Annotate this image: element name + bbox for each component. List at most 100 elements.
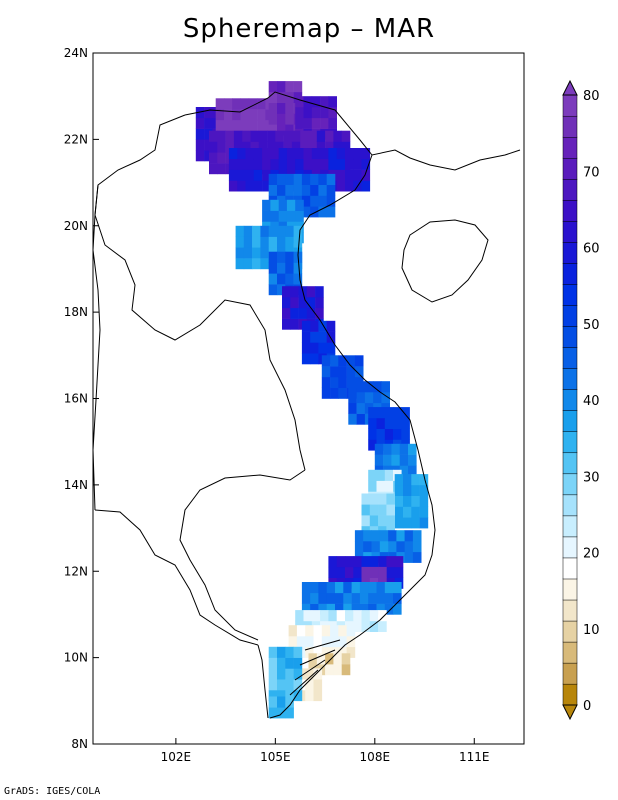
grid-cell — [195, 117, 205, 129]
grid-cell — [394, 566, 404, 578]
grid-cell — [217, 163, 226, 175]
grid-cell — [295, 610, 304, 622]
grid-cell — [353, 610, 362, 622]
grid-cell — [346, 366, 356, 378]
grid-cell — [252, 236, 261, 248]
grid-cell — [209, 152, 218, 164]
colorbar-segment — [562, 599, 578, 622]
grid-cell — [258, 130, 268, 142]
grid-cell — [348, 381, 357, 393]
grid-cell — [232, 98, 241, 110]
grid-cell — [277, 707, 286, 719]
grid-cell — [374, 443, 384, 455]
grid-cell — [310, 353, 319, 365]
grid-cell — [318, 184, 327, 196]
grid-cell — [233, 130, 243, 142]
grid-cell — [257, 119, 266, 131]
grid-cell — [393, 428, 402, 440]
grid-cell — [411, 517, 420, 529]
grid-cell — [209, 163, 218, 175]
grid-cell — [328, 96, 337, 108]
grid-cell — [277, 679, 286, 691]
grid-cell — [321, 646, 331, 658]
grid-cell — [391, 454, 400, 466]
grid-cell — [300, 130, 309, 142]
grid-cell — [404, 541, 414, 553]
grid-cell — [376, 592, 386, 604]
grid-cell — [295, 148, 304, 160]
grid-cell — [232, 119, 241, 131]
grid-cell — [215, 119, 225, 131]
grid-cell — [204, 117, 213, 129]
grid-cell — [345, 169, 354, 181]
grid-cell — [268, 184, 278, 196]
grid-cell — [393, 407, 402, 419]
grid-cell — [343, 592, 352, 604]
grid-cell — [268, 657, 278, 669]
grid-cell — [376, 407, 386, 419]
grid-cell — [262, 148, 271, 160]
grid-cell — [308, 130, 318, 142]
grid-cell — [403, 506, 412, 518]
grid-cell — [270, 148, 279, 160]
grid-cell — [268, 679, 278, 691]
grid-cell — [376, 603, 386, 615]
grid-cell — [384, 592, 394, 604]
grid-cell — [285, 124, 294, 136]
grid-cell — [293, 81, 303, 93]
grid-cell — [348, 392, 357, 404]
grid-cell — [373, 381, 382, 393]
grid-cell — [353, 148, 362, 160]
grid-cell — [252, 225, 261, 237]
grid-cell — [338, 366, 347, 378]
grid-cell — [348, 413, 357, 425]
grid-cell — [288, 625, 298, 637]
grid-cell — [326, 342, 336, 354]
grid-cell — [295, 117, 304, 129]
grid-cell — [325, 130, 334, 142]
grid-cell — [310, 173, 319, 185]
grid-cell — [245, 180, 255, 192]
grid-cell — [376, 469, 386, 481]
grid-cell — [286, 148, 296, 160]
grid-cell — [268, 91, 278, 103]
grid-cell — [268, 273, 278, 285]
grid-cell — [260, 247, 269, 259]
grid-cell — [336, 158, 346, 170]
grid-cell — [262, 210, 271, 222]
grid-cell — [321, 636, 331, 648]
grid-cell — [248, 119, 258, 131]
grid-cell — [341, 141, 351, 153]
grid-cell — [320, 148, 329, 160]
grid-cell — [328, 117, 337, 129]
grid-cell — [403, 484, 412, 496]
grid-cell — [233, 141, 243, 153]
grid-cell — [277, 124, 286, 136]
grid-cell — [330, 625, 339, 637]
grid-cell — [326, 582, 336, 594]
grid-cell — [326, 603, 336, 615]
grid-cell — [268, 102, 278, 114]
grid-cell — [301, 195, 311, 207]
grid-cell — [361, 504, 371, 516]
grid-cell — [369, 566, 379, 578]
grid-cell — [361, 610, 371, 622]
grid-cell — [326, 592, 336, 604]
grid-cell — [253, 158, 263, 170]
grid-cell — [204, 107, 213, 119]
grid-cell — [403, 495, 412, 507]
grid-cell — [384, 582, 394, 594]
lat-tick-label: 18N — [64, 305, 88, 319]
grid-cell — [348, 402, 357, 414]
grid-cell — [277, 81, 286, 93]
map-title: Spheremap – MAR — [182, 14, 436, 44]
grid-cell — [356, 381, 366, 393]
grid-cell — [262, 169, 271, 181]
grid-cell — [378, 620, 387, 632]
grid-cell — [386, 493, 395, 505]
grid-cell — [328, 158, 337, 170]
grid-cell — [288, 636, 298, 648]
grid-cell — [399, 443, 409, 455]
grid-cell — [285, 690, 294, 702]
grid-cell — [386, 556, 395, 568]
